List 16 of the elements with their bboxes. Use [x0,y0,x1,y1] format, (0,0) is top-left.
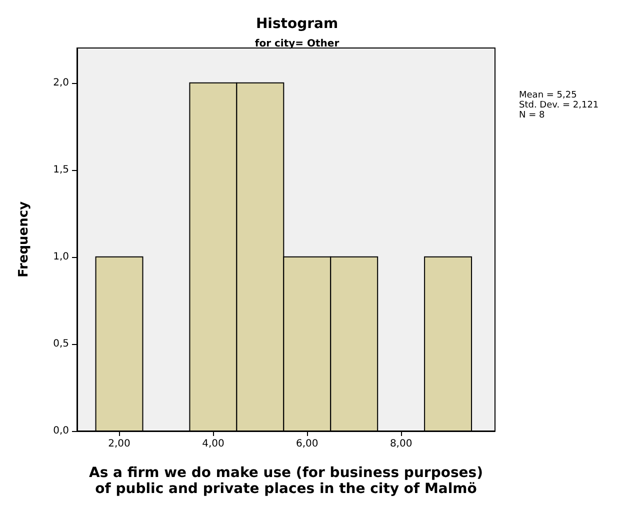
y-tick-label: 0,0 [53,426,69,436]
x-tick-label: 6,00 [296,438,318,450]
chart-subtitle: for city= Other [254,38,340,50]
x-tick-label: 8,00 [390,438,412,450]
text: N = 8 [519,110,545,120]
x-tick-label: 4,00 [202,438,224,450]
y-tick-label: 1,0 [53,251,69,262]
x-tick-label: 2,00 [108,438,130,450]
x-axis-title: As a firm we do make use (for business purposes) of public and private places in the city of Malmö [88,465,484,497]
y-tick-label: 0,5 [53,338,69,350]
chart-title: Histogram [256,16,338,32]
y-axis-title: Frequency [16,200,32,278]
text: Std. Dev. = 2,121 [519,100,599,110]
text: Mean = 5,25 [519,90,577,100]
y-tick-label: 1,5 [53,164,69,176]
y-tick-label: 2,0 [53,77,69,88]
